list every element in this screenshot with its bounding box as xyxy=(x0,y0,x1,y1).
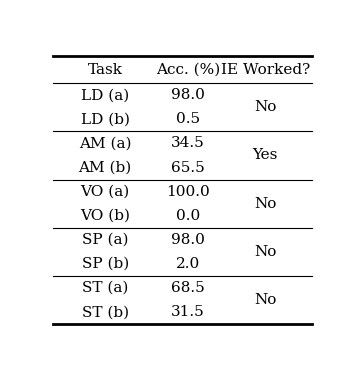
Text: LD (b): LD (b) xyxy=(81,112,130,126)
Text: 2.0: 2.0 xyxy=(176,257,200,271)
Text: VO (b): VO (b) xyxy=(80,209,130,223)
Text: 100.0: 100.0 xyxy=(166,185,210,199)
Text: 68.5: 68.5 xyxy=(171,281,205,295)
Text: No: No xyxy=(254,293,276,307)
Text: 31.5: 31.5 xyxy=(171,305,205,319)
Text: ST (b): ST (b) xyxy=(82,305,129,319)
Text: SP (b): SP (b) xyxy=(82,257,129,271)
Text: LD (a): LD (a) xyxy=(81,88,129,102)
Text: No: No xyxy=(254,197,276,211)
Text: 98.0: 98.0 xyxy=(171,233,205,247)
Text: IE Worked?: IE Worked? xyxy=(221,63,310,77)
Text: AM (b): AM (b) xyxy=(79,160,132,175)
Text: No: No xyxy=(254,100,276,114)
Text: Task: Task xyxy=(88,63,123,77)
Text: 98.0: 98.0 xyxy=(171,88,205,102)
Text: ST (a): ST (a) xyxy=(82,281,129,295)
Text: Acc. (%): Acc. (%) xyxy=(156,63,220,77)
Text: 34.5: 34.5 xyxy=(171,137,205,150)
Text: 0.0: 0.0 xyxy=(176,209,200,223)
Text: Yes: Yes xyxy=(252,148,278,162)
Text: 65.5: 65.5 xyxy=(171,160,205,175)
Text: VO (a): VO (a) xyxy=(80,185,130,199)
Text: 0.5: 0.5 xyxy=(176,112,200,126)
Text: SP (a): SP (a) xyxy=(82,233,129,247)
Text: AM (a): AM (a) xyxy=(79,137,131,150)
Text: No: No xyxy=(254,245,276,259)
